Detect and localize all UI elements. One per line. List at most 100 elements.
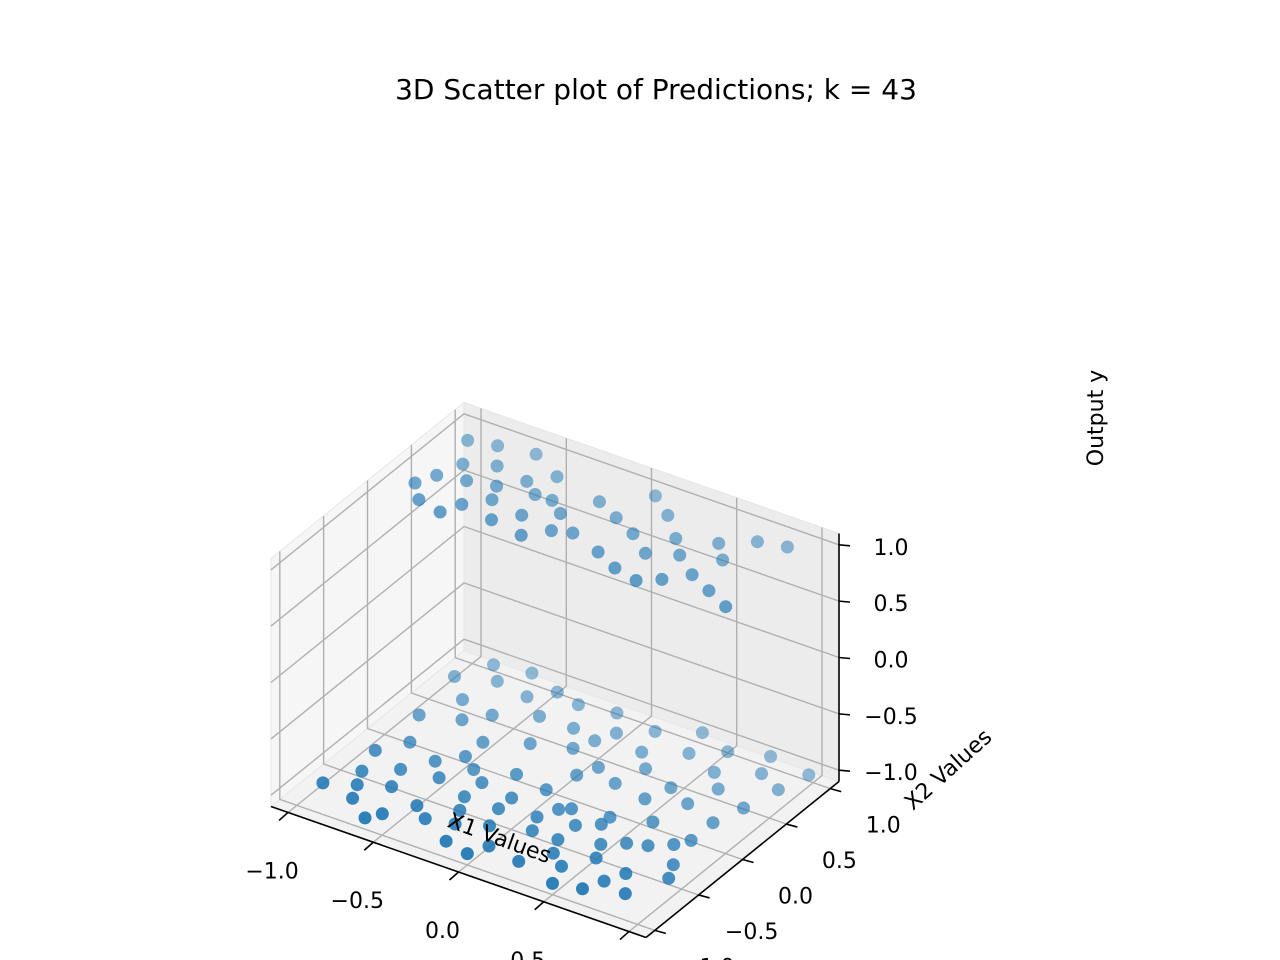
data-point bbox=[525, 666, 539, 680]
data-point bbox=[368, 743, 382, 757]
y-tick-label: 0.0 bbox=[778, 885, 813, 910]
data-point bbox=[412, 708, 426, 722]
y-tick-mark bbox=[698, 894, 710, 899]
data-point bbox=[553, 507, 567, 520]
data-point bbox=[618, 887, 632, 901]
grid-line-z bbox=[270, 413, 840, 571]
data-point bbox=[667, 838, 681, 851]
grid-line-z bbox=[270, 525, 840, 684]
data-point bbox=[418, 812, 432, 826]
data-point bbox=[546, 876, 559, 890]
data-point bbox=[458, 750, 472, 763]
data-point bbox=[439, 834, 453, 848]
y-tick-label: −0.5 bbox=[725, 920, 778, 945]
data-point bbox=[432, 771, 446, 785]
data-point bbox=[457, 790, 471, 804]
data-point bbox=[544, 524, 558, 538]
z-tick-label: −0.5 bbox=[864, 705, 917, 730]
data-point bbox=[514, 528, 528, 542]
data-point bbox=[721, 745, 735, 759]
y-tick-label: 0.5 bbox=[822, 849, 857, 874]
data-point bbox=[648, 489, 662, 503]
data-point bbox=[567, 721, 580, 735]
data-point bbox=[505, 791, 519, 805]
data-point bbox=[638, 792, 652, 806]
data-point bbox=[316, 776, 330, 790]
data-point bbox=[410, 799, 424, 813]
data-point bbox=[646, 815, 660, 829]
data-point bbox=[706, 816, 720, 830]
x-tick-label: 0.0 bbox=[425, 919, 460, 944]
data-point bbox=[453, 803, 467, 817]
data-point bbox=[684, 833, 698, 847]
data-point bbox=[492, 802, 505, 816]
data-point bbox=[525, 824, 539, 838]
grid-line-y bbox=[366, 480, 743, 861]
y-tick-mark bbox=[654, 929, 666, 935]
data-point bbox=[456, 693, 469, 707]
data-point bbox=[550, 470, 564, 484]
z-tick-label: −1.0 bbox=[864, 761, 917, 786]
data-point bbox=[512, 854, 526, 868]
data-point bbox=[530, 810, 544, 824]
data-point bbox=[570, 768, 584, 782]
data-point bbox=[702, 584, 716, 598]
z-tick-mark bbox=[838, 769, 851, 773]
data-point bbox=[551, 833, 565, 847]
x-tick-mark bbox=[278, 811, 289, 822]
data-point bbox=[482, 839, 496, 853]
data-point bbox=[523, 737, 537, 751]
data-point bbox=[403, 735, 417, 749]
data-point bbox=[566, 741, 580, 755]
z-tick-label: 0.0 bbox=[874, 649, 909, 674]
z-axis-label: Output y bbox=[1084, 370, 1109, 466]
x-tick-label: −1.0 bbox=[245, 859, 298, 884]
x-tick-mark bbox=[534, 901, 545, 911]
data-point bbox=[764, 750, 778, 763]
data-point bbox=[780, 540, 794, 554]
data-point bbox=[533, 709, 546, 723]
data-point bbox=[483, 819, 496, 833]
data-point bbox=[460, 474, 474, 488]
x-tick-mark bbox=[619, 930, 630, 941]
data-point bbox=[620, 836, 634, 850]
data-point bbox=[591, 760, 605, 774]
data-point bbox=[635, 745, 649, 759]
z-tick-mark bbox=[838, 656, 851, 660]
data-point bbox=[412, 493, 426, 507]
data-point bbox=[545, 493, 559, 507]
data-point bbox=[433, 505, 447, 519]
data-point bbox=[571, 698, 585, 712]
data-point bbox=[430, 468, 444, 482]
data-point bbox=[555, 859, 568, 873]
z-tick-mark bbox=[838, 543, 851, 547]
z-tick-label: 1.0 bbox=[874, 536, 909, 561]
data-point bbox=[428, 754, 442, 768]
x-tick-mark bbox=[363, 841, 374, 851]
y-tick-label: 1.0 bbox=[866, 814, 901, 839]
data-point bbox=[588, 734, 602, 748]
data-point bbox=[487, 658, 500, 672]
data-point bbox=[529, 447, 543, 461]
data-point bbox=[669, 532, 683, 545]
data-point bbox=[385, 780, 399, 794]
tick-marks: −1.0−0.50.00.51.0−1.0−0.50.00.51.0−1.0−0… bbox=[245, 536, 917, 960]
x-tick-label: 0.5 bbox=[510, 949, 545, 960]
data-point bbox=[682, 746, 696, 760]
data-point bbox=[609, 726, 623, 740]
data-point bbox=[626, 527, 640, 541]
data-point bbox=[568, 818, 582, 832]
data-point bbox=[576, 882, 589, 896]
data-point bbox=[597, 874, 611, 888]
y-tick-mark bbox=[742, 858, 754, 864]
data-point bbox=[461, 433, 475, 447]
data-point bbox=[491, 439, 505, 453]
y-tick-mark bbox=[830, 787, 842, 793]
data-point bbox=[550, 685, 564, 699]
data-point bbox=[685, 568, 699, 582]
data-point bbox=[716, 553, 730, 567]
data-point bbox=[566, 526, 580, 540]
data-point bbox=[707, 765, 721, 779]
data-point bbox=[641, 839, 655, 853]
data-point bbox=[609, 511, 623, 525]
